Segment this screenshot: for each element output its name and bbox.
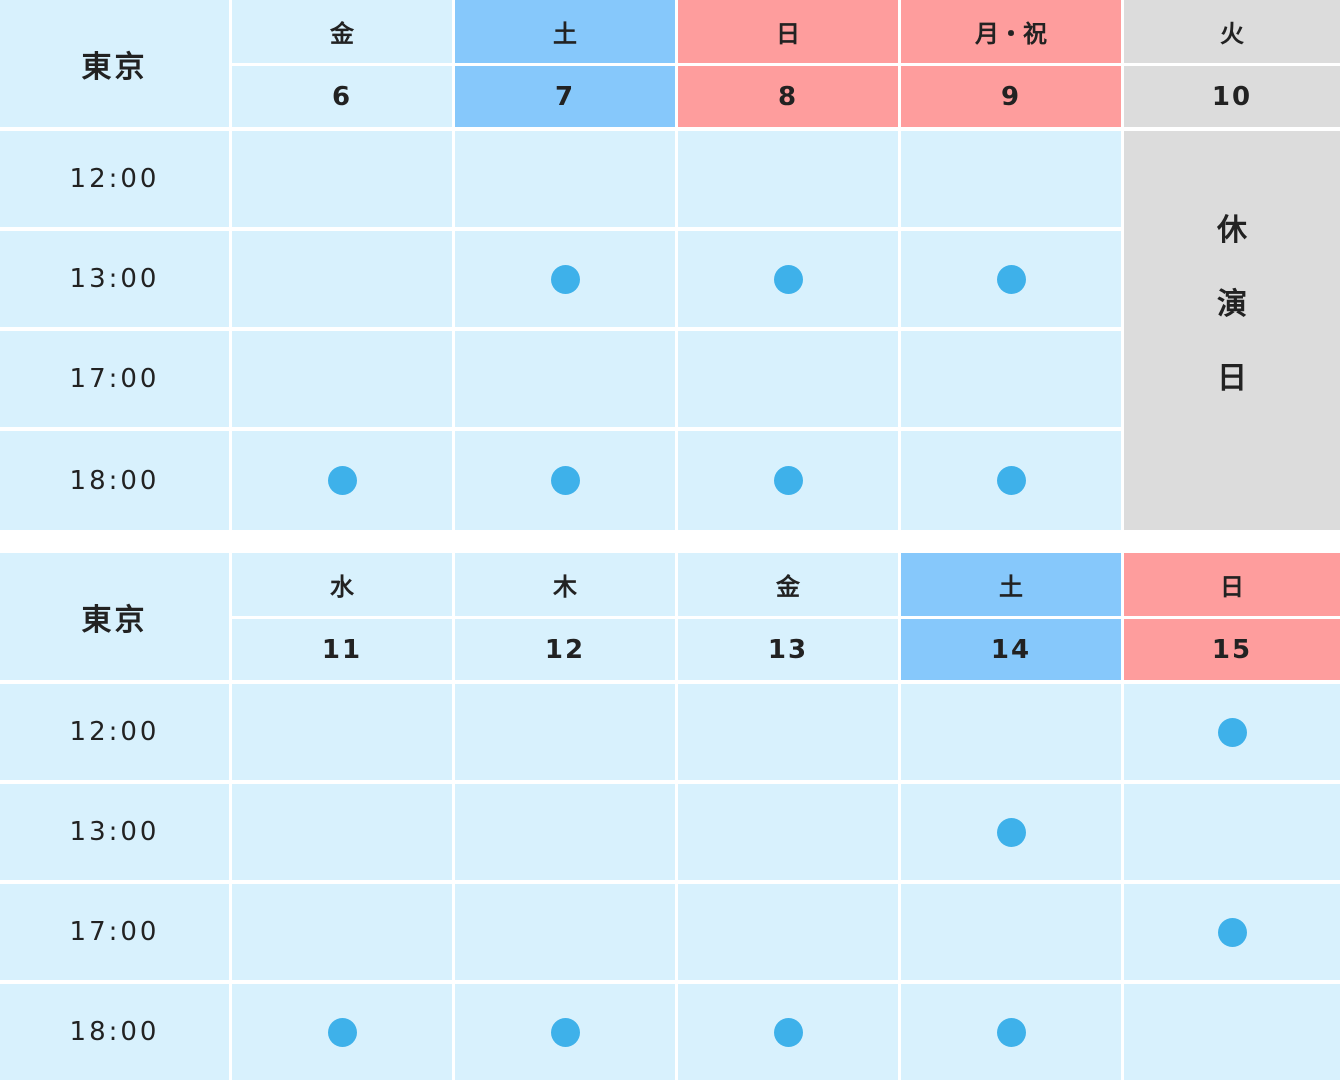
performance-dot: [327, 1017, 357, 1047]
schedule-table-2: 東京 水 木 金 土 日 11 12 13 14 15 12:00 13:00 …: [0, 553, 1340, 1080]
schedule-cell: [455, 131, 675, 227]
date-number: 8: [678, 66, 898, 127]
performance-dot: [773, 264, 803, 294]
day-of-week: 月・祝: [901, 0, 1121, 63]
schedule-cell: [901, 131, 1121, 227]
schedule-cell: [678, 231, 898, 327]
schedule-cell: [678, 884, 898, 980]
schedule-cell: [455, 331, 675, 427]
day-of-week: 金: [678, 553, 898, 616]
schedule-cell: [232, 784, 452, 880]
day-of-week: 土: [901, 553, 1121, 616]
schedule-cell: [455, 884, 675, 980]
venue-label: 東京: [0, 0, 229, 127]
date-number: 6: [232, 66, 452, 127]
time-label: 13:00: [0, 231, 229, 327]
date-number: 14: [901, 619, 1121, 680]
time-label: 18:00: [0, 984, 229, 1080]
performance-dot: [773, 1017, 803, 1047]
schedule-cell: [455, 684, 675, 780]
schedule-cell: [678, 784, 898, 880]
date-number: 11: [232, 619, 452, 680]
performance-dot: [996, 1017, 1026, 1047]
schedule-cell: [678, 331, 898, 427]
schedule-cell: [678, 131, 898, 227]
day-of-week: 水: [232, 553, 452, 616]
schedule-cell: [901, 684, 1121, 780]
schedule-cell: [901, 984, 1121, 1080]
performance-dot: [550, 466, 580, 495]
schedule-cell: [232, 984, 452, 1080]
performance-dot: [996, 264, 1026, 294]
schedule-cell: [232, 431, 452, 530]
schedule-cell: [232, 131, 452, 227]
date-number: 7: [455, 66, 675, 127]
date-number: 12: [455, 619, 675, 680]
date-number: 15: [1124, 619, 1340, 680]
schedule-cell: [1124, 984, 1340, 1080]
closed-label-char: 演: [1217, 286, 1247, 322]
performance-dot: [996, 817, 1026, 847]
schedule-cell: [455, 984, 675, 1080]
date-number: 10: [1124, 66, 1340, 127]
schedule-cell: [1124, 884, 1340, 980]
day-of-week: 日: [678, 0, 898, 63]
closed-label-char: 休: [1217, 212, 1247, 248]
date-number: 9: [901, 66, 1121, 127]
date-number: 13: [678, 619, 898, 680]
performance-dot: [773, 466, 803, 495]
schedule-cell: [901, 784, 1121, 880]
schedule-cell: [678, 431, 898, 530]
schedule-cell: [678, 684, 898, 780]
schedule-cell: [455, 431, 675, 530]
venue-label: 東京: [0, 553, 229, 680]
schedule-cell: [901, 231, 1121, 327]
time-label: 12:00: [0, 684, 229, 780]
time-label: 13:00: [0, 784, 229, 880]
schedule-cell: [455, 784, 675, 880]
time-label: 12:00: [0, 131, 229, 227]
day-of-week: 火: [1124, 0, 1340, 63]
schedule-cell: [901, 431, 1121, 530]
performance-dot: [550, 264, 580, 294]
schedule-cell: [232, 684, 452, 780]
schedule-cell: [455, 231, 675, 327]
schedule-cell: [232, 884, 452, 980]
performance-dot: [327, 466, 357, 495]
performance-dot: [1217, 917, 1247, 947]
schedule-cell: [678, 984, 898, 1080]
day-of-week: 金: [232, 0, 452, 63]
schedule-cell: [901, 331, 1121, 427]
day-of-week: 木: [455, 553, 675, 616]
time-label: 17:00: [0, 884, 229, 980]
schedule-cell: [1124, 684, 1340, 780]
day-of-week: 日: [1124, 553, 1340, 616]
performance-dot: [1217, 717, 1247, 747]
performance-dot: [550, 1017, 580, 1047]
time-label: 18:00: [0, 431, 229, 530]
day-of-week: 土: [455, 0, 675, 63]
schedule-cell: [1124, 784, 1340, 880]
closed-label-char: 日: [1217, 360, 1247, 396]
performance-dot: [996, 466, 1026, 495]
time-label: 17:00: [0, 331, 229, 427]
schedule-cell: [232, 331, 452, 427]
closed-day-block: 休 演 日: [1124, 131, 1340, 530]
schedule-cell: [901, 884, 1121, 980]
schedule-table-1: 東京 金 土 日 月・祝 火 6 7 8 9 10 12:00 13:00 17…: [0, 0, 1340, 530]
schedule-cell: [232, 231, 452, 327]
